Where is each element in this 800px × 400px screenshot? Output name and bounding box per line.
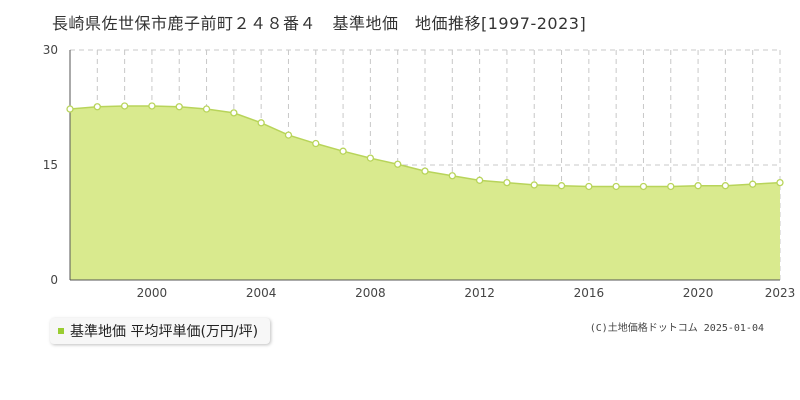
- data-point: [366, 154, 375, 162]
- data-point: [394, 160, 402, 168]
- data-point: [475, 176, 484, 184]
- chart-plot: 0 15 30 2000 2004 2008 2012 2016 2020 2023: [43, 43, 796, 300]
- x-tick-label: 2023: [765, 286, 796, 300]
- data-point: [257, 119, 265, 127]
- x-tick-label: 2012: [464, 286, 495, 300]
- data-point: [148, 102, 156, 110]
- x-tick-label: 2016: [574, 286, 605, 300]
- data-point: [694, 182, 702, 190]
- data-point: [749, 180, 757, 188]
- data-point: [448, 172, 456, 180]
- x-tick-label: 2008: [355, 286, 386, 300]
- data-point: [175, 103, 183, 111]
- data-point: [284, 131, 293, 139]
- data-point: [120, 102, 129, 110]
- data-point: [421, 167, 429, 175]
- data-point: [612, 182, 620, 191]
- legend: 基準地価 平均坪単価(万円/坪): [50, 318, 271, 344]
- data-point: [585, 182, 593, 191]
- x-tick-label: 2004: [246, 286, 277, 300]
- data-point: [503, 178, 511, 187]
- legend-label: 基準地価 平均坪単価(万円/坪): [70, 324, 259, 340]
- data-point: [721, 182, 730, 190]
- series-area: [70, 105, 780, 280]
- x-tick-label: 2000: [137, 286, 168, 300]
- y-tick-label: 30: [43, 43, 58, 57]
- data-point: [776, 178, 784, 187]
- chart-title: 長崎県佐世保市鹿子前町２４８番４ 基準地価 地価推移[1997-2023]: [52, 14, 587, 33]
- data-point: [230, 109, 238, 117]
- data-point: [530, 181, 538, 189]
- x-tick-label: 2020: [683, 286, 714, 300]
- legend-marker: [58, 328, 64, 334]
- data-point: [66, 105, 74, 113]
- data-point: [557, 182, 566, 190]
- y-tick-label: 15: [43, 158, 58, 172]
- data-point: [639, 182, 648, 191]
- y-tick-label: 0: [50, 273, 58, 287]
- data-point: [339, 147, 347, 155]
- data-point: [93, 103, 101, 111]
- copyright-credit: (C)土地価格ドットコム 2025-01-04: [589, 323, 764, 334]
- data-point: [312, 139, 320, 148]
- data-point: [202, 105, 211, 113]
- data-point: [667, 182, 675, 191]
